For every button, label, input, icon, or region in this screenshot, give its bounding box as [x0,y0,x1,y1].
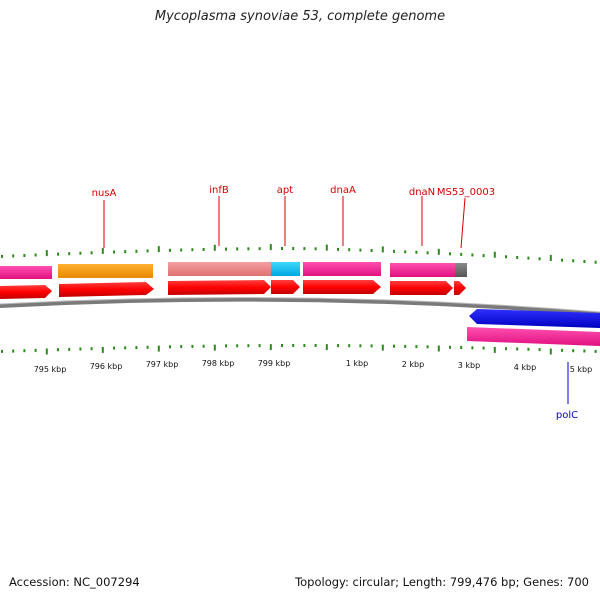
cds-arrow-apt[interactable] [271,280,300,294]
position-label: 3 kbp [458,361,480,370]
accession-text: Accession: NC_007294 [9,575,140,589]
feature-nusA[interactable] [58,264,153,278]
leader-MS53_0003 [460,197,466,249]
gene-label-apt[interactable]: apt [277,185,293,196]
gene-label-infB[interactable]: infB [209,185,229,196]
feature-track-forward [0,262,467,279]
cds-arrow-MS53_0003[interactable] [454,281,466,295]
feature-prev-pink[interactable] [0,266,52,279]
feature-MS53_0003[interactable] [455,263,467,277]
gene-label-dnaN[interactable]: dnaN [409,187,435,198]
tick-marks-upper [1,244,597,264]
topology-text: Topology: circular; Length: 799,476 bp; … [295,575,589,589]
gene-label-leaders [103,196,569,404]
position-label: 797 kbp [146,360,179,369]
gene-label-MS53_0003[interactable]: MS53_0003 [437,187,495,198]
position-label: 795 kbp [34,365,67,374]
position-labels: 795 kbp 796 kbp 797 kbp 798 kbp 799 kbp … [34,359,593,374]
cds-track-reverse [467,309,600,346]
map-title: Mycoplasma synoviae 53, complete genome [154,9,446,24]
position-label: 796 kbp [90,362,123,371]
position-label: 1 kbp [346,359,368,368]
gene-label-nusA[interactable]: nusA [92,188,117,199]
position-label: 4 kbp [514,363,536,372]
feature-infB[interactable] [168,262,271,276]
feature-polC[interactable] [467,327,600,346]
cds-arrow-dnaA[interactable] [303,280,381,294]
cds-arrow-dnaN[interactable] [390,281,453,295]
cds-arrow-nusA[interactable] [59,282,154,297]
position-label: 5 kbp [570,365,592,374]
position-label: 799 kbp [258,359,291,368]
position-label: 2 kbp [402,360,424,369]
cds-arrow-infB[interactable] [168,280,271,295]
feature-dnaA[interactable] [303,262,381,276]
genome-backbone [0,297,600,316]
cds-arrow-prev[interactable] [0,285,52,299]
gene-label-dnaA[interactable]: dnaA [330,185,356,196]
gene-label-polC[interactable]: polC [556,410,578,421]
feature-apt[interactable] [271,262,300,276]
cds-track-forward [0,280,466,299]
genome-backbone-highlight [0,297,600,313]
cds-arrow-polC[interactable] [469,309,600,328]
position-label: 798 kbp [202,359,235,368]
tick-marks-lower [1,344,597,355]
feature-dnaN[interactable] [390,263,455,277]
gene-labels: nusA infB apt dnaA dnaN MS53_0003 polC [92,185,578,421]
